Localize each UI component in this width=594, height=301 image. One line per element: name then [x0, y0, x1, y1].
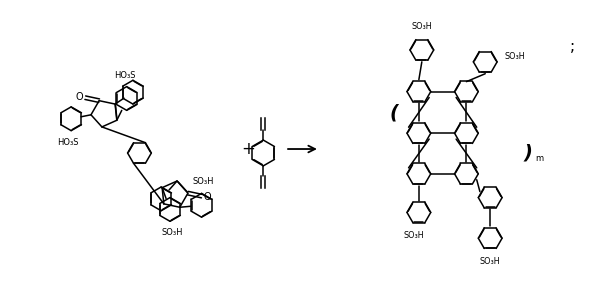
Text: SO₃H: SO₃H: [403, 231, 424, 240]
Text: O: O: [75, 92, 83, 102]
Text: (: (: [390, 104, 399, 123]
Text: SO₃H: SO₃H: [504, 52, 525, 61]
Text: +: +: [242, 140, 255, 158]
Text: SO₃H: SO₃H: [162, 228, 183, 237]
Text: O: O: [204, 192, 211, 202]
Text: ): ): [523, 144, 532, 163]
Text: ;: ;: [570, 39, 575, 54]
Text: SO₃H: SO₃H: [193, 178, 214, 186]
Text: SO₃H: SO₃H: [480, 257, 501, 266]
Text: SO₃H: SO₃H: [412, 22, 432, 31]
Text: m: m: [535, 154, 543, 163]
Text: HO₃S: HO₃S: [114, 71, 135, 80]
Text: HO₃S: HO₃S: [58, 138, 79, 147]
